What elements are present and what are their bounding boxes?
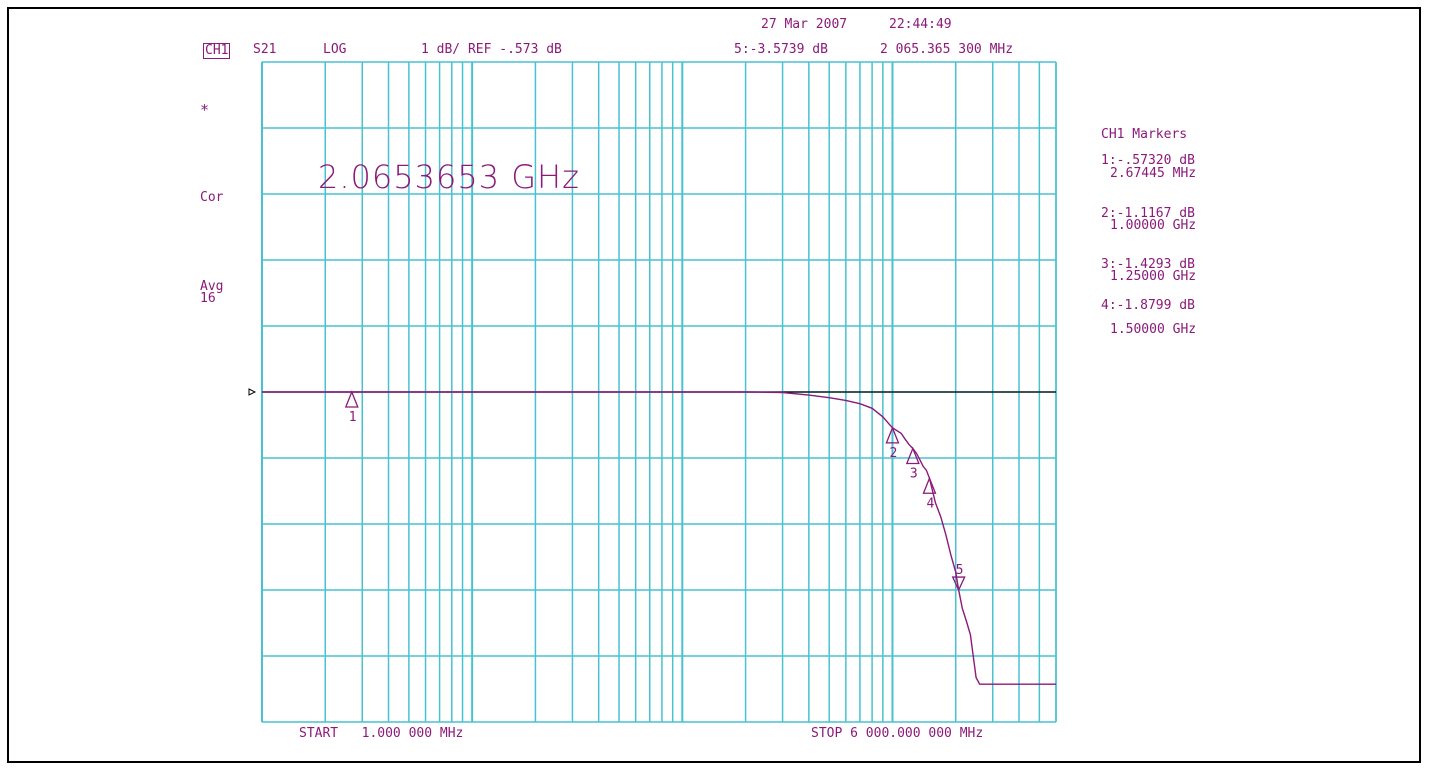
- stop-frequency-label: STOP 6 000.000 000 MHz: [811, 726, 984, 741]
- active-marker-frequency: 2 065.365 300 MHz: [880, 42, 1014, 57]
- marker-4-frequency: 1.50000 GHz: [1110, 322, 1197, 337]
- instrument-frame: [7, 7, 1421, 763]
- marker-3-frequency: 1.25000 GHz: [1110, 269, 1197, 284]
- time-label: 22:44:49: [889, 17, 952, 32]
- trace-line: [262, 391, 1056, 685]
- marker-3-value: 3:-1.4293 dB: [1101, 257, 1195, 272]
- markers-panel-title: CH1 Markers: [1101, 127, 1188, 142]
- reference-pointer-icon: [248, 388, 257, 396]
- marker-5-label: 5: [956, 563, 964, 578]
- averaging-count: 16: [200, 291, 216, 306]
- marker-1-triangle: [344, 390, 359, 408]
- start-frequency-label: START 1.000 000 MHz: [299, 726, 464, 741]
- marker-1-label: 1: [349, 410, 357, 425]
- marker-2-frequency: 1.00000 GHz: [1110, 218, 1197, 233]
- correction-label: Cor: [200, 190, 224, 205]
- marker-5-triangle: [951, 576, 966, 592]
- parameter-label[interactable]: S21: [253, 42, 277, 57]
- marker-3-label: 3: [910, 467, 918, 482]
- star-indicator: *: [200, 101, 210, 119]
- active-marker-value: 5:-3.5739 dB: [734, 42, 828, 57]
- marker-2-value: 2:-1.1167 dB: [1101, 206, 1195, 221]
- format-label[interactable]: LOG: [323, 42, 347, 57]
- marker-4-label: 4: [926, 496, 934, 511]
- marker-2-triangle: [885, 426, 900, 444]
- averaging-label: Avg: [200, 279, 224, 294]
- date-label: 27 Mar 2007: [761, 17, 848, 32]
- channel-badge[interactable]: CH1: [203, 43, 231, 59]
- marker-4-triangle: [922, 476, 937, 494]
- marker-2-label: 2: [889, 446, 897, 461]
- scale-label: 1 dB/ REF -.573 dB: [421, 42, 562, 57]
- marker-1-value: 1:-.57320 dB: [1101, 153, 1195, 168]
- marker-1-frequency: 2.67445 MHz: [1110, 166, 1197, 181]
- marker-4-value: 4:-1.8799 dB: [1101, 298, 1195, 313]
- marker-3-triangle: [905, 446, 920, 465]
- marker-readout: 2.0653653 GHz: [318, 158, 580, 196]
